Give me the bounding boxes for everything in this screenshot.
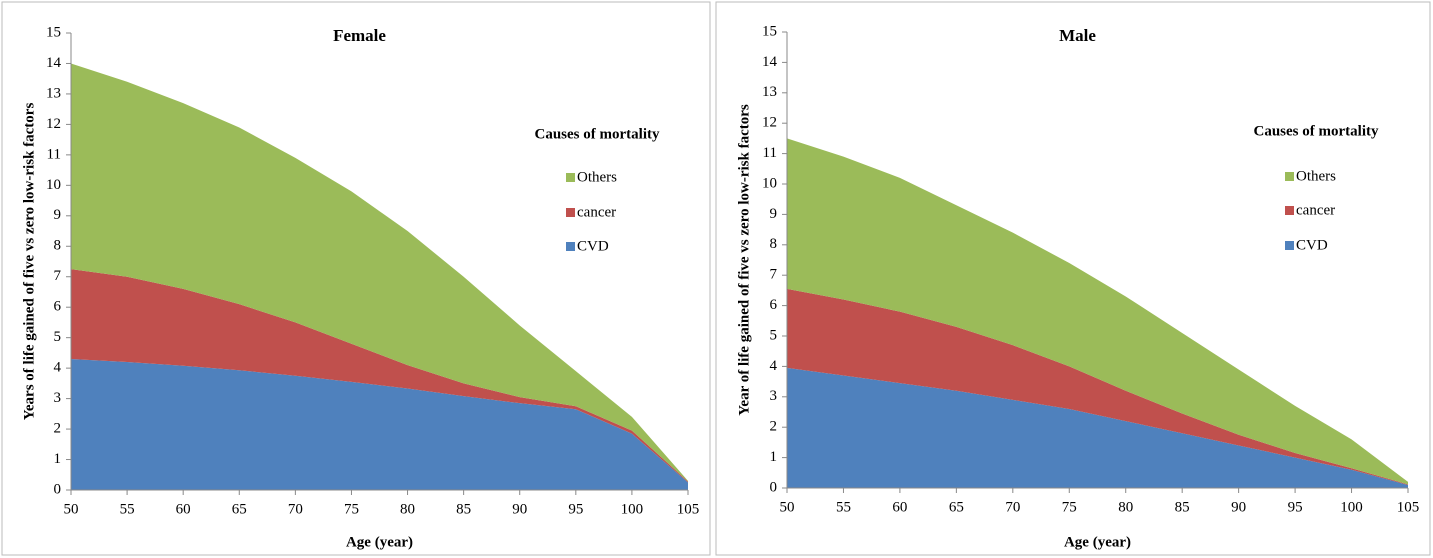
- area: [787, 138, 1408, 485]
- y-tick-label: 6: [770, 297, 778, 313]
- legend-swatch: [566, 208, 575, 217]
- legend-label: CVD: [1296, 237, 1328, 253]
- y-tick-label: 13: [762, 84, 777, 100]
- x-tick-label: 85: [456, 501, 471, 517]
- y-tick-label: 0: [770, 479, 778, 495]
- y-tick-label: 2: [54, 421, 62, 437]
- y-tick-label: 11: [763, 145, 777, 161]
- x-tick-label: 105: [1397, 499, 1420, 515]
- x-axis-label: Age (year): [1064, 534, 1131, 550]
- y-tick-label: 0: [54, 481, 62, 497]
- x-tick-label: 100: [621, 501, 644, 517]
- y-tick-label: 7: [54, 268, 62, 284]
- area: [71, 63, 688, 482]
- legend-swatch: [566, 242, 575, 251]
- y-tick-label: 12: [46, 116, 61, 132]
- y-tick-label: 10: [46, 177, 61, 193]
- x-tick-label: 95: [1288, 499, 1303, 515]
- x-tick-label: 85: [1175, 499, 1190, 515]
- x-tick-label: 75: [344, 501, 359, 517]
- x-tick-label: 95: [568, 501, 583, 517]
- legend-label: cancer: [1296, 202, 1335, 218]
- legend-label: Others: [577, 169, 617, 185]
- y-tick-label: 3: [54, 390, 62, 406]
- legend-title: Causes of mortality: [1254, 123, 1379, 139]
- y-tick-label: 5: [770, 327, 778, 343]
- chart-title: Male: [1059, 26, 1096, 45]
- x-tick-label: 75: [1062, 499, 1077, 515]
- x-tick-label: 80: [1118, 499, 1133, 515]
- x-tick-label: 60: [892, 499, 907, 515]
- y-tick-label: 6: [54, 299, 62, 315]
- y-tick-label: 9: [770, 206, 778, 222]
- area: [787, 288, 1408, 485]
- legend-swatch: [1285, 172, 1294, 181]
- x-tick-label: 50: [780, 499, 795, 515]
- legend-label: cancer: [577, 204, 616, 220]
- y-tick-label: 2: [770, 419, 778, 435]
- y-tick-label: 12: [762, 115, 777, 131]
- x-tick-label: 105: [677, 501, 700, 517]
- x-axis-label: Age (year): [346, 534, 413, 550]
- legend-title: Causes of mortality: [535, 126, 660, 142]
- y-tick-label: 11: [47, 146, 61, 162]
- y-tick-label: 4: [770, 358, 778, 374]
- y-tick-label: 8: [54, 238, 62, 254]
- legend-swatch: [1285, 206, 1294, 215]
- y-tick-label: 8: [770, 236, 778, 252]
- x-tick-label: 100: [1340, 499, 1363, 515]
- y-tick-label: 10: [762, 175, 777, 191]
- x-tick-label: 65: [949, 499, 964, 515]
- y-tick-label: 14: [46, 55, 62, 71]
- x-tick-label: 70: [1005, 499, 1020, 515]
- x-tick-label: 70: [288, 501, 303, 517]
- y-tick-label: 3: [770, 388, 778, 404]
- y-tick-label: 4: [54, 360, 62, 376]
- x-tick-label: 55: [836, 499, 851, 515]
- area: [71, 269, 688, 483]
- y-tick-label: 5: [54, 329, 62, 345]
- x-tick-label: 50: [64, 501, 79, 517]
- y-tick-label: 1: [54, 451, 62, 467]
- legend-swatch: [566, 173, 575, 182]
- y-tick-label: 15: [46, 24, 61, 40]
- y-axis-label: Years of life gained of five vs zero low…: [21, 103, 37, 421]
- y-tick-label: 7: [770, 267, 778, 283]
- y-tick-label: 1: [770, 449, 778, 465]
- y-tick-label: 14: [762, 54, 778, 70]
- chart-title: Female: [333, 26, 386, 45]
- legend-label: CVD: [577, 238, 609, 254]
- y-axis-label: Year of life gained of five vs zero low-…: [736, 104, 752, 416]
- area: [787, 367, 1408, 488]
- area: [71, 358, 688, 490]
- y-tick-label: 9: [54, 207, 62, 223]
- legend-label: Others: [1296, 168, 1336, 184]
- x-tick-label: 60: [176, 501, 191, 517]
- x-tick-label: 55: [120, 501, 135, 517]
- y-tick-label: 13: [46, 85, 61, 101]
- legend-swatch: [1285, 241, 1294, 250]
- y-tick-label: 15: [762, 23, 777, 39]
- x-tick-label: 65: [232, 501, 247, 517]
- x-tick-label: 90: [512, 501, 527, 517]
- x-tick-label: 90: [1231, 499, 1246, 515]
- x-tick-label: 80: [400, 501, 415, 517]
